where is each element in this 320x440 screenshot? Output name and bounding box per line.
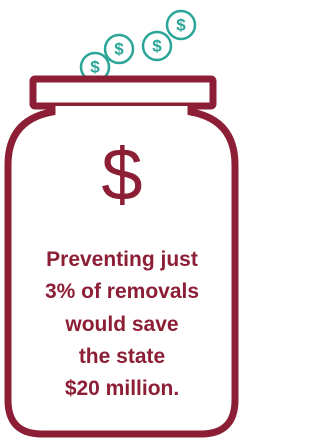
- jar-graphic: $ $ $ $ $ Preventing just 3% of removals…: [0, 0, 243, 440]
- dollar-icon: $: [101, 133, 142, 216]
- jar-lid: [33, 79, 213, 106]
- page: $ $ $ $ $ Preventing just 3% of removals…: [0, 0, 243, 440]
- coin-symbol: $: [176, 16, 186, 35]
- message-line: $20 million.: [65, 377, 179, 400]
- message-line: 3% of removals: [45, 280, 199, 303]
- message-line: would save: [64, 313, 178, 336]
- coin-symbol: $: [90, 58, 100, 77]
- message-line: Preventing just: [46, 248, 198, 271]
- coin-symbol: $: [152, 37, 162, 56]
- message-line: the state: [79, 345, 165, 368]
- coin-symbol: $: [114, 40, 124, 59]
